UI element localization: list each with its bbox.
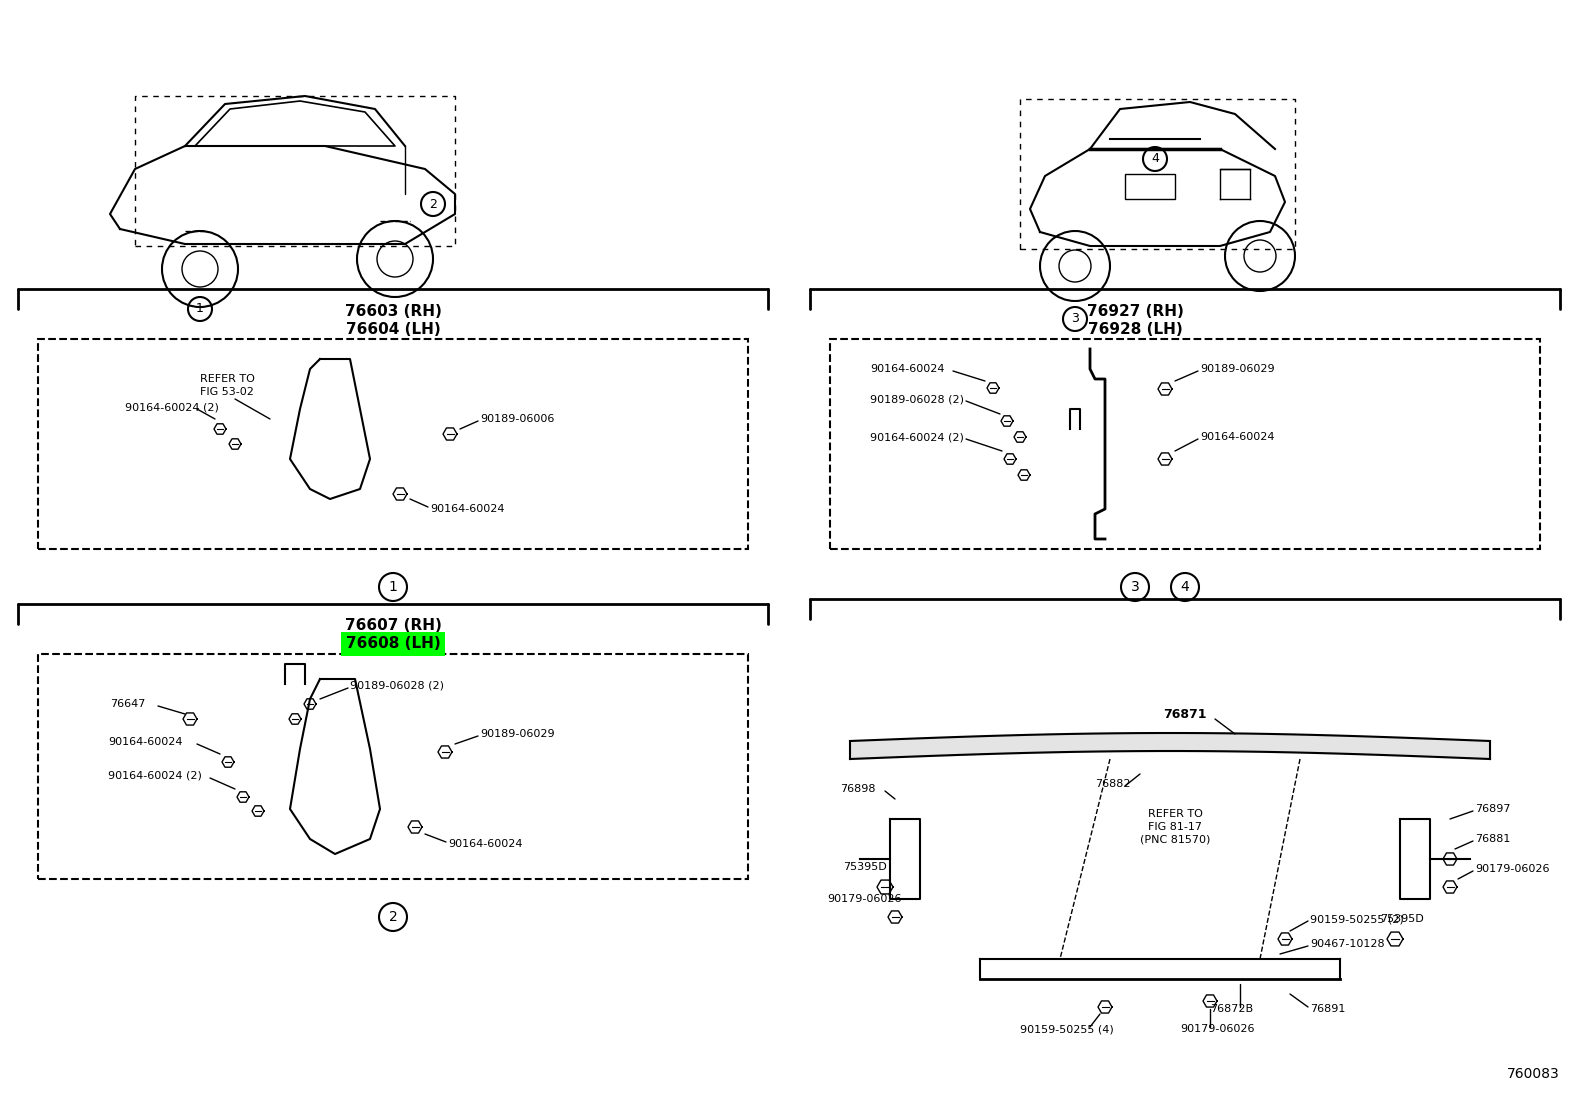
Text: 76607 (RH): 76607 (RH) (344, 619, 441, 633)
Text: 90179-06026: 90179-06026 (1180, 1024, 1254, 1034)
Text: 1: 1 (388, 580, 398, 593)
Bar (829, 338, 1539, 550)
Bar (38, 338, 748, 550)
Text: 76881: 76881 (1476, 834, 1511, 844)
Text: 76603 (RH): 76603 (RH) (344, 303, 441, 319)
Text: 90164-60024 (2): 90164-60024 (2) (108, 771, 202, 781)
Text: (PNC 81570): (PNC 81570) (1140, 835, 1210, 845)
Text: 90159-50255 (2): 90159-50255 (2) (1310, 914, 1404, 924)
Text: 76647: 76647 (110, 699, 145, 709)
Bar (1126, 174, 1175, 199)
Text: 4: 4 (1181, 580, 1189, 593)
Text: 90164-60024: 90164-60024 (869, 364, 944, 374)
Text: 76604 (LH): 76604 (LH) (345, 322, 441, 336)
Text: 90164-60024 (2): 90164-60024 (2) (126, 402, 218, 412)
Text: 90164-60024: 90164-60024 (1200, 432, 1275, 442)
Text: 90189-06029: 90189-06029 (481, 729, 554, 739)
Text: 90159-50255 (4): 90159-50255 (4) (1020, 1024, 1114, 1034)
Text: 76897: 76897 (1476, 804, 1511, 814)
Text: 1: 1 (196, 302, 204, 315)
Text: 90189-06028 (2): 90189-06028 (2) (350, 681, 444, 691)
Text: 90189-06028 (2): 90189-06028 (2) (869, 395, 965, 404)
Text: 90179-06026: 90179-06026 (1476, 864, 1549, 874)
Text: 75395D: 75395D (1380, 914, 1423, 924)
Text: 90467-10128: 90467-10128 (1310, 939, 1385, 950)
Text: 76928 (LH): 76928 (LH) (1087, 322, 1183, 336)
Text: 76871: 76871 (1164, 708, 1207, 721)
Text: 90164-60024: 90164-60024 (447, 839, 522, 850)
Text: 4: 4 (1151, 153, 1159, 166)
Text: 75395D: 75395D (844, 862, 887, 872)
Text: FIG 53-02: FIG 53-02 (201, 387, 253, 397)
Bar (38, 654, 748, 879)
Text: 90164-60024: 90164-60024 (108, 737, 183, 747)
Text: 90179-06026: 90179-06026 (828, 893, 903, 904)
Text: 2: 2 (430, 198, 436, 211)
Text: 76927 (RH): 76927 (RH) (1087, 303, 1183, 319)
Text: 90164-60024: 90164-60024 (430, 504, 505, 514)
Text: 3: 3 (1071, 312, 1079, 325)
Text: 90189-06029: 90189-06029 (1200, 364, 1275, 374)
Text: 76882: 76882 (1095, 779, 1130, 789)
Text: FIG 81-17: FIG 81-17 (1148, 822, 1202, 832)
Text: 76891: 76891 (1310, 1004, 1345, 1014)
Text: REFER TO: REFER TO (201, 374, 255, 384)
Text: 76872B: 76872B (1210, 1004, 1253, 1014)
Text: 760083: 760083 (1508, 1067, 1560, 1081)
Text: 90189-06006: 90189-06006 (481, 414, 554, 424)
Text: 3: 3 (1130, 580, 1140, 593)
Text: 90164-60024 (2): 90164-60024 (2) (869, 432, 963, 442)
Text: 2: 2 (388, 910, 398, 924)
Text: 76898: 76898 (841, 784, 876, 793)
Text: 76608 (LH): 76608 (LH) (345, 636, 441, 652)
Text: REFER TO: REFER TO (1148, 809, 1202, 819)
